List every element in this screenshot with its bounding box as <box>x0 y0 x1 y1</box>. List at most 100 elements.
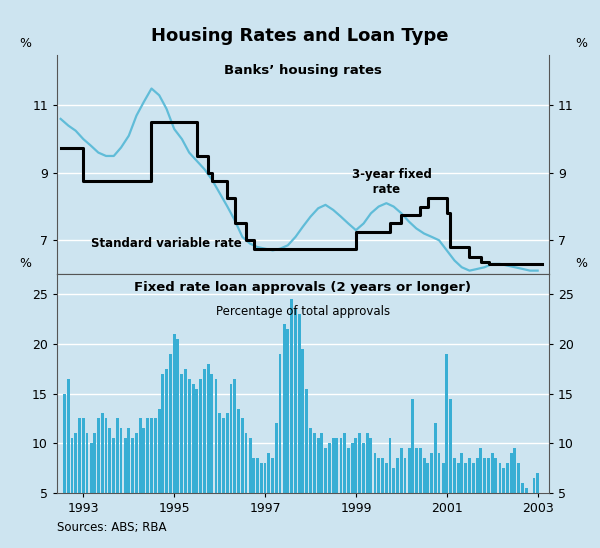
Bar <box>305 389 308 493</box>
Bar <box>222 419 225 493</box>
Text: %: % <box>19 256 31 270</box>
Bar <box>362 443 365 493</box>
Bar <box>263 463 266 493</box>
Bar <box>74 433 77 493</box>
Bar <box>131 438 134 493</box>
Bar <box>158 408 161 493</box>
Bar <box>286 329 289 493</box>
Bar <box>267 453 270 493</box>
Bar <box>385 463 388 493</box>
Bar <box>377 458 380 493</box>
Bar <box>119 429 122 493</box>
Bar <box>434 424 437 493</box>
Bar <box>218 414 221 493</box>
Bar <box>426 463 429 493</box>
Bar <box>422 458 425 493</box>
Bar <box>536 473 539 493</box>
Bar <box>453 458 456 493</box>
Bar <box>445 353 448 493</box>
Bar <box>355 438 358 493</box>
Bar <box>499 463 502 493</box>
Bar <box>211 374 214 493</box>
Bar <box>215 379 217 493</box>
Bar <box>245 433 247 493</box>
Bar <box>161 374 164 493</box>
Bar <box>404 458 406 493</box>
Bar <box>449 398 452 493</box>
Bar <box>256 458 259 493</box>
Bar <box>464 463 467 493</box>
Bar <box>328 443 331 493</box>
Bar <box>294 309 297 493</box>
Bar <box>407 448 410 493</box>
Bar <box>400 448 403 493</box>
Bar <box>472 463 475 493</box>
Bar <box>165 369 168 493</box>
Bar <box>517 463 520 493</box>
Bar <box>494 458 497 493</box>
Text: %: % <box>575 256 587 270</box>
Text: %: % <box>19 37 31 50</box>
Bar <box>93 433 96 493</box>
Text: Housing Rates and Loan Type: Housing Rates and Loan Type <box>151 27 449 45</box>
Text: Standard variable rate: Standard variable rate <box>91 237 242 250</box>
Bar <box>298 314 301 493</box>
Text: 3-year fixed
     rate: 3-year fixed rate <box>352 168 432 196</box>
Bar <box>207 364 210 493</box>
Bar <box>104 419 107 493</box>
Bar <box>181 374 184 493</box>
Bar <box>101 414 104 493</box>
Text: Fixed rate loan approvals (2 years or longer): Fixed rate loan approvals (2 years or lo… <box>134 281 472 294</box>
Bar <box>340 438 343 493</box>
Bar <box>335 438 338 493</box>
Bar <box>97 419 100 493</box>
Bar <box>127 429 130 493</box>
Bar <box>374 453 376 493</box>
Bar <box>184 369 187 493</box>
Bar <box>301 349 304 493</box>
Bar <box>309 429 312 493</box>
Bar <box>78 419 81 493</box>
Bar <box>457 463 460 493</box>
Bar <box>67 379 70 493</box>
Bar <box>430 453 433 493</box>
Bar <box>89 443 92 493</box>
Bar <box>226 414 229 493</box>
Bar <box>514 448 517 493</box>
Bar <box>71 438 73 493</box>
Bar <box>86 433 88 493</box>
Bar <box>241 419 244 493</box>
Bar <box>271 458 274 493</box>
Bar <box>381 458 384 493</box>
Bar <box>139 419 142 493</box>
Bar <box>275 424 278 493</box>
Bar <box>82 419 85 493</box>
Text: Banks’ housing rates: Banks’ housing rates <box>224 64 382 77</box>
Text: %: % <box>575 37 587 50</box>
Bar <box>525 488 528 493</box>
Bar <box>150 419 153 493</box>
Bar <box>252 458 255 493</box>
Bar <box>192 384 195 493</box>
Bar <box>468 458 471 493</box>
Bar <box>510 453 513 493</box>
Bar <box>313 433 316 493</box>
Bar <box>533 478 535 493</box>
Bar <box>479 448 482 493</box>
Bar <box>199 379 202 493</box>
Bar <box>203 369 206 493</box>
Bar <box>491 453 494 493</box>
Bar <box>173 334 176 493</box>
Bar <box>415 448 418 493</box>
Bar <box>332 438 335 493</box>
Bar <box>389 438 391 493</box>
Bar <box>108 429 111 493</box>
Bar <box>317 438 320 493</box>
Bar <box>347 448 350 493</box>
Text: Percentage of total approvals: Percentage of total approvals <box>216 305 390 318</box>
Bar <box>476 458 479 493</box>
Bar <box>124 438 127 493</box>
Bar <box>112 438 115 493</box>
Bar <box>320 433 323 493</box>
Bar <box>146 419 149 493</box>
